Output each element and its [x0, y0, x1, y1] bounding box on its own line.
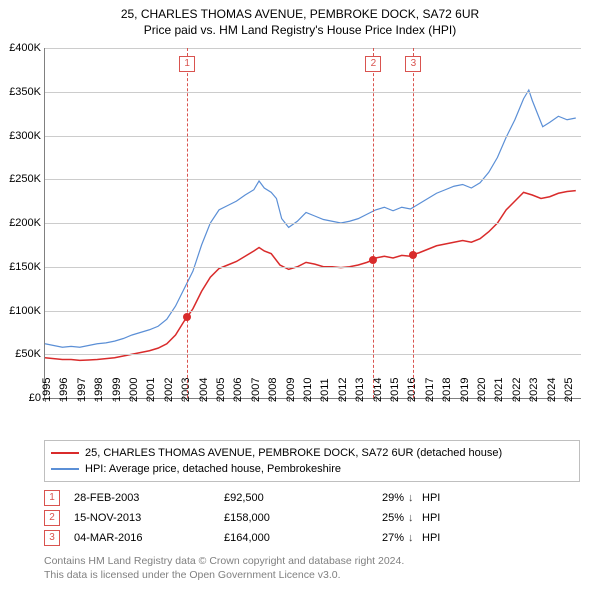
x-axis-label: 2008 [267, 378, 279, 402]
y-axis-label: £250K [9, 173, 45, 185]
x-axis-label: 2018 [441, 378, 453, 402]
x-axis-label: 2006 [232, 378, 244, 402]
x-axis-label: 2013 [354, 378, 366, 402]
transaction-marker-badge: 1 [179, 56, 195, 72]
y-axis-label: £100K [9, 305, 45, 317]
transaction-hpi-label: HPI [422, 532, 440, 544]
transaction-marker-dot [183, 313, 191, 321]
transaction-hpi-label: HPI [422, 512, 440, 524]
transaction-date: 15-NOV-2013 [74, 512, 224, 524]
chart-gridline [45, 92, 581, 93]
y-axis-label: £400K [9, 42, 45, 54]
x-axis-label: 2025 [563, 378, 575, 402]
x-axis-label: 2005 [215, 378, 227, 402]
footer-attribution: Contains HM Land Registry data © Crown c… [44, 555, 584, 582]
footer-line-1: Contains HM Land Registry data © Crown c… [44, 555, 584, 569]
chart-plot: £0£50K£100K£150K£200K£250K£300K£350K£400… [44, 48, 581, 399]
x-axis-label: 2004 [198, 378, 210, 402]
transaction-marker-dot [409, 251, 417, 259]
x-axis-label: 2020 [476, 378, 488, 402]
down-arrow-icon: ↓ [408, 532, 422, 544]
transaction-price: £164,000 [224, 532, 354, 544]
chart-gridline [45, 223, 581, 224]
legend-label: HPI: Average price, detached house, Pemb… [85, 463, 341, 475]
x-axis-label: 2019 [459, 378, 471, 402]
transaction-row: 2 15-NOV-2013£158,00025%↓HPI [44, 508, 580, 528]
transaction-marker-line [187, 48, 188, 398]
chart-gridline [45, 311, 581, 312]
transaction-hpi-label: HPI [422, 492, 440, 504]
legend-swatch [51, 452, 79, 454]
x-axis-label: 2022 [511, 378, 523, 402]
x-axis-label: 2021 [493, 378, 505, 402]
transaction-row: 1 28-FEB-2003£92,50029%↓HPI [44, 488, 580, 508]
x-axis-label: 2023 [528, 378, 540, 402]
transaction-pct: 29% [354, 492, 408, 504]
transaction-marker-line [373, 48, 374, 398]
x-axis-label: 2010 [302, 378, 314, 402]
x-axis-label: 1999 [111, 378, 123, 402]
transaction-marker-badge: 3 [405, 56, 421, 72]
series-line-price_paid [45, 191, 576, 361]
transaction-date: 04-MAR-2016 [74, 532, 224, 544]
down-arrow-icon: ↓ [408, 492, 422, 504]
x-axis-label: 1998 [93, 378, 105, 402]
transaction-marker-line [413, 48, 414, 398]
chart-gridline [45, 354, 581, 355]
x-axis-label: 2017 [424, 378, 436, 402]
transaction-row: 3 04-MAR-2016£164,00027%↓HPI [44, 528, 580, 548]
chart-titles: 25, CHARLES THOMAS AVENUE, PEMBROKE DOCK… [0, 0, 600, 38]
transaction-pct: 27% [354, 532, 408, 544]
transaction-marker-dot [369, 256, 377, 264]
x-axis-label: 2015 [389, 378, 401, 402]
x-axis-label: 2011 [319, 378, 331, 402]
legend-swatch [51, 468, 79, 470]
transaction-price: £92,500 [224, 492, 354, 504]
y-axis-label: £50K [15, 348, 45, 360]
x-axis-label: 2007 [250, 378, 262, 402]
legend-item: HPI: Average price, detached house, Pemb… [51, 461, 573, 477]
footer-line-2: This data is licensed under the Open Gov… [44, 569, 584, 583]
chart-gridline [45, 267, 581, 268]
x-axis-label: 1997 [76, 378, 88, 402]
x-axis-label: 1995 [41, 378, 53, 402]
x-axis-label: 2024 [546, 378, 558, 402]
x-axis-label: 2002 [163, 378, 175, 402]
x-axis-label: 2000 [128, 378, 140, 402]
chart-legend: 25, CHARLES THOMAS AVENUE, PEMBROKE DOCK… [44, 440, 580, 482]
chart-title-address: 25, CHARLES THOMAS AVENUE, PEMBROKE DOCK… [0, 6, 600, 22]
y-axis-label: £300K [9, 130, 45, 142]
transaction-badge: 3 [44, 530, 60, 546]
transactions-table: 128-FEB-2003£92,50029%↓HPI215-NOV-2013£1… [44, 488, 580, 548]
legend-item: 25, CHARLES THOMAS AVENUE, PEMBROKE DOCK… [51, 445, 573, 461]
x-axis-label: 2001 [145, 378, 157, 402]
chart-title-subtitle: Price paid vs. HM Land Registry's House … [0, 22, 600, 38]
x-axis-label: 2012 [337, 378, 349, 402]
transaction-marker-badge: 2 [365, 56, 381, 72]
x-axis-label: 1996 [58, 378, 70, 402]
transaction-badge: 1 [44, 490, 60, 506]
transaction-date: 28-FEB-2003 [74, 492, 224, 504]
y-axis-label: £200K [9, 217, 45, 229]
y-axis-label: £150K [9, 261, 45, 273]
chart-gridline [45, 179, 581, 180]
down-arrow-icon: ↓ [408, 512, 422, 524]
chart-gridline [45, 136, 581, 137]
x-axis-label: 2009 [285, 378, 297, 402]
series-line-hpi [45, 90, 576, 347]
chart-area: £0£50K£100K£150K£200K£250K£300K£350K£400… [44, 48, 580, 398]
transaction-badge: 2 [44, 510, 60, 526]
legend-label: 25, CHARLES THOMAS AVENUE, PEMBROKE DOCK… [85, 447, 502, 459]
y-axis-label: £350K [9, 86, 45, 98]
chart-gridline [45, 48, 581, 49]
transaction-price: £158,000 [224, 512, 354, 524]
transaction-pct: 25% [354, 512, 408, 524]
